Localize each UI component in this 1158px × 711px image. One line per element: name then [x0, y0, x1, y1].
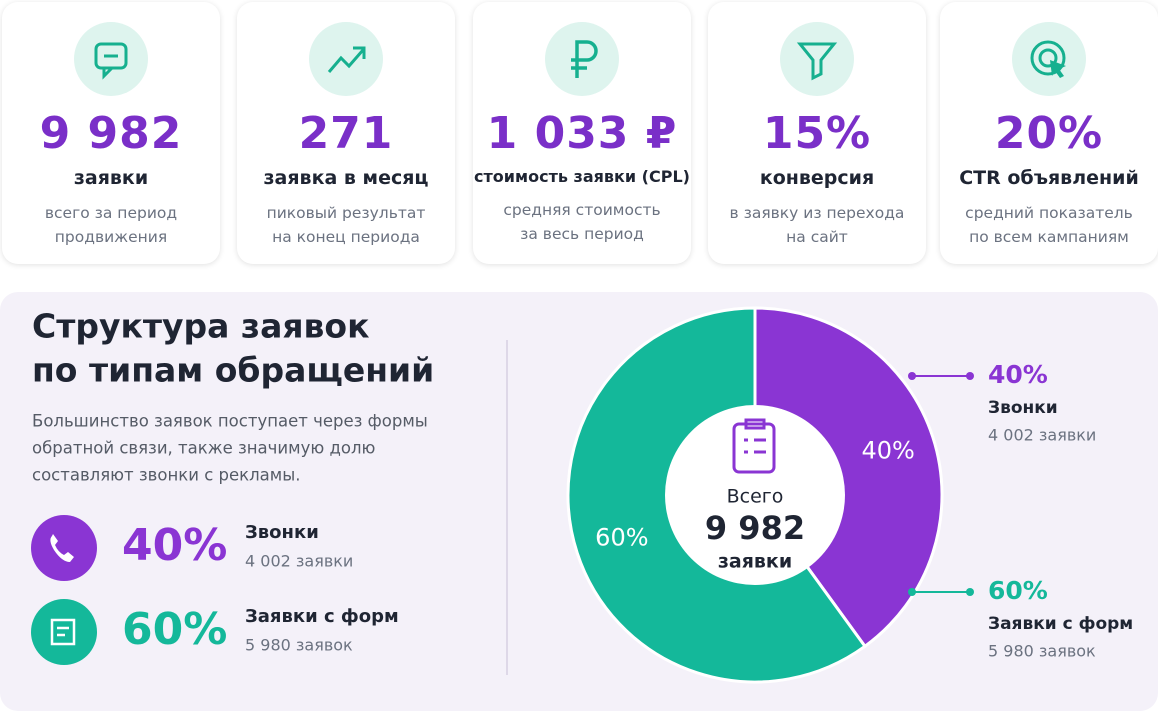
icon — [1030, 40, 1066, 78]
kpi-desc: средний показатель по всем кампаниям — [940, 201, 1158, 249]
donut-center-text: заявки — [718, 551, 792, 573]
section-text: составляют звонки с рекламы. — [32, 466, 301, 485]
slice-label: 60% — [595, 523, 648, 551]
icon — [94, 42, 128, 80]
kpi-icon — [780, 22, 854, 96]
kpi-desc: средняя стоимость за весь период — [473, 198, 691, 246]
kpi-card: 271 заявка в месяц пиковый результат на кон… — [237, 2, 455, 264]
legend-dot — [908, 588, 916, 596]
icon — [796, 42, 838, 81]
kpi-label: стоимость заявки (CPL) — [474, 167, 690, 186]
kpi-desc-line: в заявку из перехода — [729, 204, 905, 222]
slice-label: 40% — [861, 437, 914, 465]
legend-count: 4 002 заявки — [988, 426, 1096, 445]
kpi-desc-line: средняя стоимость — [503, 201, 661, 219]
donut-hole — [665, 405, 845, 585]
kpi-icon — [309, 22, 383, 96]
kpi-label: заявка в месяц — [263, 167, 429, 189]
kpi-desc-line: пиковый результат — [266, 204, 426, 222]
legend-name: Заявки с форм — [988, 614, 1133, 634]
kpi-desc-line: на сайт — [786, 228, 848, 246]
list-percent: 40% — [122, 520, 227, 571]
phone-icon — [50, 534, 74, 562]
section-text: обратной связи, также значимую долю — [32, 439, 375, 458]
kpi-desc-line: всего за период — [44, 204, 178, 222]
kpi-value: 1 033 ₽ — [486, 108, 678, 159]
legend-percent: 40% — [988, 360, 1048, 389]
section-title: Структура заявок — [32, 307, 369, 346]
kpi-value: 271 — [298, 108, 394, 159]
kpi-label: конверсия — [759, 167, 875, 189]
clipboard-icon — [732, 422, 776, 474]
icon — [327, 46, 366, 73]
kpi-desc-line: по всем кампаниям — [969, 228, 1129, 246]
kpi-desc: в заявку из перехода на сайт — [708, 201, 926, 249]
kpi-card: 15% конверсия в заявку из перехода на сайт — [708, 2, 926, 264]
legend-dot — [966, 588, 974, 596]
legend-percent: 60% — [988, 576, 1048, 605]
kpi-value: 15% — [762, 108, 872, 159]
kpi-desc-line: на конец периода — [272, 228, 420, 246]
kpi-label: CTR объявлений — [959, 167, 1139, 189]
icon — [571, 40, 598, 78]
legend-dot — [966, 372, 974, 380]
donut-center-text: 9 982 — [705, 509, 805, 547]
kpi-desc-line: продвижения — [54, 228, 168, 246]
legend-name: Звонки — [988, 398, 1058, 418]
kpi-icon — [1012, 22, 1086, 96]
list-name: Заявки с форм — [245, 606, 399, 627]
section-title: по типам обращений — [32, 351, 434, 390]
kpi-value: 20% — [994, 108, 1104, 159]
kpi-label: заявки — [73, 167, 149, 189]
form-icon — [50, 618, 76, 646]
donut-center-text: Всего — [727, 486, 784, 508]
list-icon — [31, 515, 97, 581]
list-icon — [31, 599, 97, 665]
kpi-icon — [74, 22, 148, 96]
kpi-desc: всего за период продвижения — [2, 201, 220, 249]
section-text: Большинство заявок поступает через формы — [32, 412, 428, 431]
kpi-desc: пиковый результат на конец периода — [237, 201, 455, 249]
kpi-desc-line: за весь период — [520, 225, 644, 243]
list-count: 5 980 заявок — [245, 636, 353, 655]
legend-dot — [908, 372, 916, 380]
pie-slice — [753, 306, 944, 649]
kpi-card: 9 982 заявки всего за период продвижения — [2, 2, 220, 264]
clipboard-lines — [744, 418, 766, 454]
kpi-card: 1 033 ₽ стоимость заявки (CPL) средняя сто… — [473, 2, 691, 264]
list-percent: 60% — [122, 604, 227, 655]
list-count: 4 002 заявки — [245, 552, 353, 571]
list-name: Звонки — [245, 522, 319, 543]
kpi-card: 20% CTR объявлений средний показатель по вс… — [940, 2, 1158, 264]
kpi-icon — [545, 22, 619, 96]
legend-count: 5 980 заявок — [988, 642, 1096, 661]
kpi-value: 9 982 — [39, 108, 183, 159]
kpi-desc-line: средний показатель — [965, 204, 1133, 222]
